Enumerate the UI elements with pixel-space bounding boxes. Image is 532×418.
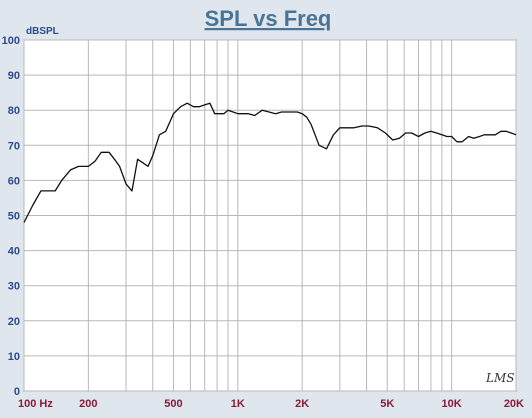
y-axis-label: dBSPL	[26, 26, 59, 37]
x-tick-label: 5K	[380, 398, 394, 410]
series-layer	[23, 102, 517, 223]
y-tick-label: 60	[8, 175, 20, 187]
y-tick-label: 80	[8, 105, 20, 117]
y-tick-labels: 0 10 20 30 40 50 60 70 80 90 100	[2, 35, 20, 398]
x-tick-label: 500	[164, 398, 182, 410]
x-tick-label: 2K	[295, 398, 309, 410]
y-tick-label: 20	[8, 316, 20, 328]
x-tick-label: 20K	[504, 398, 524, 410]
chart-title: SPL vs Freq	[205, 6, 332, 31]
y-tick-label: 10	[8, 351, 20, 363]
y-tick-label: 0	[14, 386, 20, 398]
grid-lines	[23, 39, 517, 392]
x-tick-label: 10K	[442, 398, 462, 410]
x-tick-label: 200	[79, 398, 97, 410]
y-tick-label: 90	[8, 70, 20, 82]
x-tick-label: 1K	[231, 398, 245, 410]
x-tick-label: 100 Hz	[18, 398, 53, 410]
spl-series-line	[23, 102, 517, 223]
brand-annotation: LMS	[485, 371, 514, 385]
x-tick-labels: 100 Hz 200 500 1K 2K 5K 10K 20K	[18, 398, 524, 410]
y-tick-label: 30	[8, 281, 20, 293]
y-tick-label: 100	[2, 35, 20, 47]
y-tick-label: 50	[8, 211, 20, 223]
y-tick-label: 40	[8, 246, 20, 258]
y-tick-label: 70	[8, 140, 20, 152]
